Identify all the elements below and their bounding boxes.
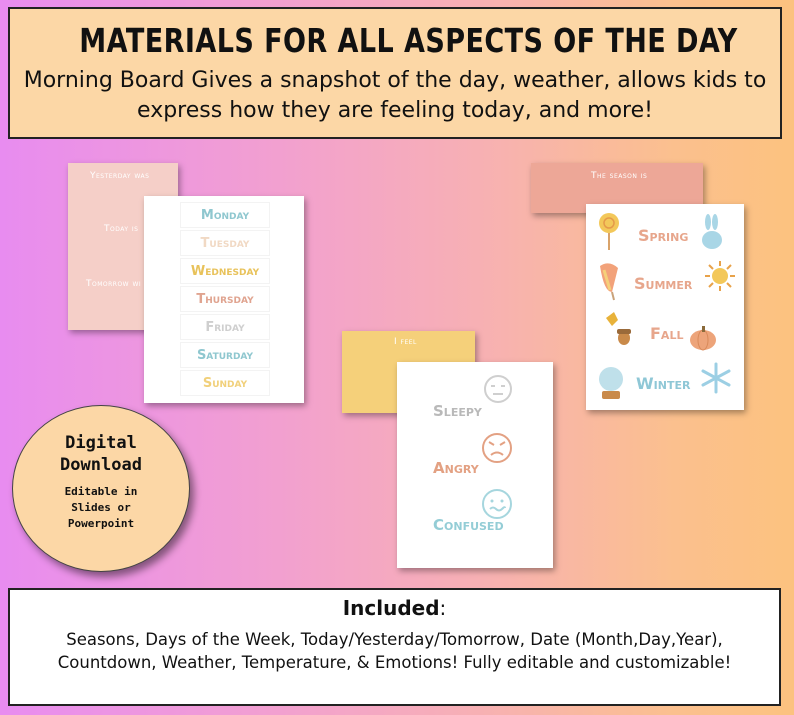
included-box: Included: Seasons, Days of the Week, Tod… xyxy=(8,588,781,706)
sun-icon xyxy=(705,261,735,291)
day-monday: Monday xyxy=(180,202,270,228)
today-label: Today is xyxy=(104,224,139,234)
season-fall: Fall xyxy=(650,324,684,343)
yesterday-label: Yesterday was xyxy=(90,171,150,181)
leaf-acorn-icon xyxy=(606,312,631,345)
header-title: MATERIALS FOR ALL ASPECTS OF THE DAY xyxy=(79,21,738,60)
seasons-card: Spring Summer Fall Winter xyxy=(586,204,744,410)
feel-label: I feel xyxy=(394,337,417,347)
day-wednesday: Wednesday xyxy=(180,258,270,284)
day-friday: Friday xyxy=(180,314,270,340)
pumpkin-icon xyxy=(690,326,716,351)
day-sunday: Sunday xyxy=(180,370,270,396)
snowflake-icon xyxy=(701,362,731,394)
day-saturday: Saturday xyxy=(180,342,270,368)
bunny-icon xyxy=(702,214,722,249)
tomorrow-label: Tomorrow wi xyxy=(86,279,142,289)
day-thursday: Thursday xyxy=(180,286,270,312)
season-spring: Spring xyxy=(638,226,689,245)
season-summer: Summer xyxy=(634,274,693,293)
included-title-text: Included xyxy=(342,596,440,620)
season-winter: Winter xyxy=(636,374,691,393)
days-of-week-card: Monday Tuesday Wednesday Thursday Friday… xyxy=(144,196,304,403)
season-label: The season is xyxy=(591,171,648,181)
included-title: Included: xyxy=(10,596,779,620)
badge-title: Digital Download xyxy=(60,433,142,475)
lollipop-icon xyxy=(599,213,619,250)
confused-face-icon xyxy=(482,489,512,519)
included-body: Seasons, Days of the Week, Today/Yesterd… xyxy=(57,630,732,672)
header-banner: MATERIALS FOR ALL ASPECTS OF THE DAY Mor… xyxy=(8,7,782,139)
emotion-sleepy: Sleepy xyxy=(433,402,482,420)
day-tuesday: Tuesday xyxy=(180,230,270,256)
emotion-confused: Confused xyxy=(433,516,504,534)
emotions-card: Sleepy Angry Confused xyxy=(397,362,553,568)
header-subtitle: Morning Board Gives a snapshot of the da… xyxy=(23,68,767,123)
angry-face-icon xyxy=(482,433,512,463)
badge-subtitle: Editable in Slides or Powerpoint xyxy=(64,485,138,530)
included-title-colon: : xyxy=(439,596,447,620)
popsicle-icon xyxy=(600,263,618,301)
snow-globe-icon xyxy=(599,367,623,399)
sleepy-face-icon xyxy=(484,375,512,403)
digital-download-badge: Digital Download Editable in Slides or P… xyxy=(12,405,190,572)
emotion-angry: Angry xyxy=(433,459,479,477)
